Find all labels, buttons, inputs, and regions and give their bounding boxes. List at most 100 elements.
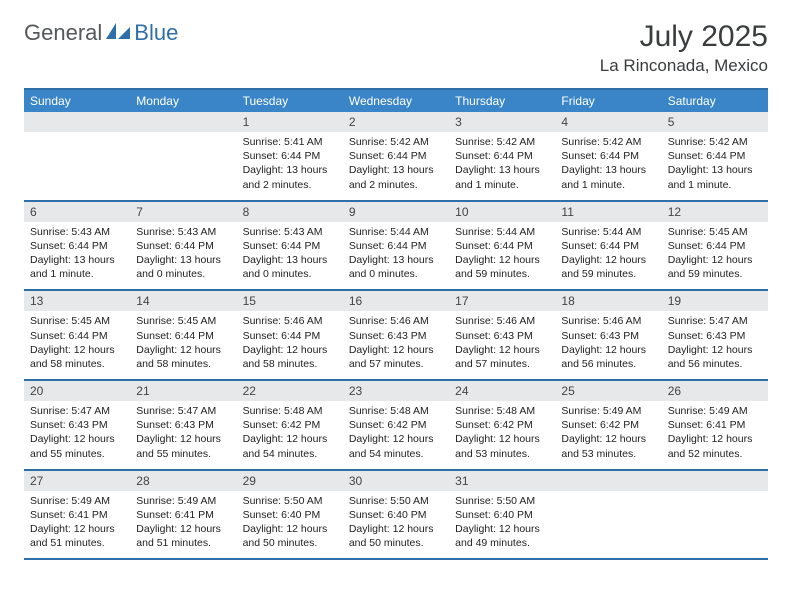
cell-body: Sunrise: 5:43 AMSunset: 6:44 PMDaylight:… bbox=[130, 222, 236, 290]
sunrise-text: Sunrise: 5:47 AM bbox=[136, 404, 230, 418]
daylight-text: Daylight: 12 hours and 52 minutes. bbox=[668, 432, 762, 460]
sunrise-text: Sunrise: 5:48 AM bbox=[243, 404, 337, 418]
sunset-text: Sunset: 6:43 PM bbox=[668, 329, 762, 343]
sunset-text: Sunset: 6:42 PM bbox=[243, 418, 337, 432]
calendar-cell: 22Sunrise: 5:48 AMSunset: 6:42 PMDayligh… bbox=[237, 381, 343, 469]
day-number: 14 bbox=[130, 291, 236, 311]
cell-body: Sunrise: 5:47 AMSunset: 6:43 PMDaylight:… bbox=[24, 401, 130, 469]
sunset-text: Sunset: 6:40 PM bbox=[349, 508, 443, 522]
week-row: 13Sunrise: 5:45 AMSunset: 6:44 PMDayligh… bbox=[24, 291, 768, 381]
day-number: 30 bbox=[343, 471, 449, 491]
calendar-cell: 5Sunrise: 5:42 AMSunset: 6:44 PMDaylight… bbox=[662, 112, 768, 200]
sunset-text: Sunset: 6:41 PM bbox=[30, 508, 124, 522]
sunset-text: Sunset: 6:44 PM bbox=[136, 329, 230, 343]
daylight-text: Daylight: 13 hours and 1 minute. bbox=[668, 163, 762, 191]
daylight-text: Daylight: 12 hours and 54 minutes. bbox=[349, 432, 443, 460]
calendar-cell: 30Sunrise: 5:50 AMSunset: 6:40 PMDayligh… bbox=[343, 471, 449, 559]
cell-body: Sunrise: 5:47 AMSunset: 6:43 PMDaylight:… bbox=[130, 401, 236, 469]
day-number: 9 bbox=[343, 202, 449, 222]
sunrise-text: Sunrise: 5:44 AM bbox=[561, 225, 655, 239]
cell-body: Sunrise: 5:49 AMSunset: 6:41 PMDaylight:… bbox=[24, 491, 130, 559]
daylight-text: Daylight: 12 hours and 59 minutes. bbox=[455, 253, 549, 281]
sunrise-text: Sunrise: 5:49 AM bbox=[30, 494, 124, 508]
sunrise-text: Sunrise: 5:44 AM bbox=[455, 225, 549, 239]
day-header-tuesday: Tuesday bbox=[237, 90, 343, 112]
daylight-text: Daylight: 12 hours and 49 minutes. bbox=[455, 522, 549, 550]
daylight-text: Daylight: 13 hours and 1 minute. bbox=[30, 253, 124, 281]
week-row: 27Sunrise: 5:49 AMSunset: 6:41 PMDayligh… bbox=[24, 471, 768, 561]
sunset-text: Sunset: 6:44 PM bbox=[243, 239, 337, 253]
sunrise-text: Sunrise: 5:42 AM bbox=[561, 135, 655, 149]
daylight-text: Daylight: 12 hours and 59 minutes. bbox=[668, 253, 762, 281]
calendar: Sunday Monday Tuesday Wednesday Thursday… bbox=[24, 88, 768, 560]
daylight-text: Daylight: 12 hours and 55 minutes. bbox=[30, 432, 124, 460]
sunrise-text: Sunrise: 5:48 AM bbox=[349, 404, 443, 418]
cell-body: Sunrise: 5:42 AMSunset: 6:44 PMDaylight:… bbox=[449, 132, 555, 200]
day-number: 3 bbox=[449, 112, 555, 132]
cell-body: Sunrise: 5:49 AMSunset: 6:41 PMDaylight:… bbox=[130, 491, 236, 559]
calendar-cell: 14Sunrise: 5:45 AMSunset: 6:44 PMDayligh… bbox=[130, 291, 236, 379]
calendar-cell: 15Sunrise: 5:46 AMSunset: 6:44 PMDayligh… bbox=[237, 291, 343, 379]
daylight-text: Daylight: 12 hours and 58 minutes. bbox=[136, 343, 230, 371]
day-number: 7 bbox=[130, 202, 236, 222]
sunset-text: Sunset: 6:42 PM bbox=[561, 418, 655, 432]
calendar-cell: 9Sunrise: 5:44 AMSunset: 6:44 PMDaylight… bbox=[343, 202, 449, 290]
daylight-text: Daylight: 12 hours and 50 minutes. bbox=[349, 522, 443, 550]
sunrise-text: Sunrise: 5:49 AM bbox=[561, 404, 655, 418]
day-header-sunday: Sunday bbox=[24, 90, 130, 112]
calendar-cell: 6Sunrise: 5:43 AMSunset: 6:44 PMDaylight… bbox=[24, 202, 130, 290]
cell-body: Sunrise: 5:43 AMSunset: 6:44 PMDaylight:… bbox=[237, 222, 343, 290]
calendar-cell: 10Sunrise: 5:44 AMSunset: 6:44 PMDayligh… bbox=[449, 202, 555, 290]
sunset-text: Sunset: 6:43 PM bbox=[30, 418, 124, 432]
sunset-text: Sunset: 6:43 PM bbox=[561, 329, 655, 343]
daylight-text: Daylight: 13 hours and 1 minute. bbox=[561, 163, 655, 191]
day-number: 11 bbox=[555, 202, 661, 222]
sunrise-text: Sunrise: 5:43 AM bbox=[30, 225, 124, 239]
sunset-text: Sunset: 6:40 PM bbox=[243, 508, 337, 522]
sunrise-text: Sunrise: 5:47 AM bbox=[668, 314, 762, 328]
cell-body: Sunrise: 5:42 AMSunset: 6:44 PMDaylight:… bbox=[343, 132, 449, 200]
day-header-friday: Friday bbox=[555, 90, 661, 112]
day-number: 19 bbox=[662, 291, 768, 311]
sunrise-text: Sunrise: 5:49 AM bbox=[136, 494, 230, 508]
sunset-text: Sunset: 6:44 PM bbox=[349, 239, 443, 253]
sunset-text: Sunset: 6:44 PM bbox=[243, 149, 337, 163]
daylight-text: Daylight: 12 hours and 50 minutes. bbox=[243, 522, 337, 550]
cell-body: Sunrise: 5:42 AMSunset: 6:44 PMDaylight:… bbox=[662, 132, 768, 200]
day-header-monday: Monday bbox=[130, 90, 236, 112]
cell-body: Sunrise: 5:48 AMSunset: 6:42 PMDaylight:… bbox=[343, 401, 449, 469]
day-number: 8 bbox=[237, 202, 343, 222]
cell-body: Sunrise: 5:46 AMSunset: 6:43 PMDaylight:… bbox=[449, 311, 555, 379]
sunset-text: Sunset: 6:44 PM bbox=[455, 149, 549, 163]
daylight-text: Daylight: 12 hours and 57 minutes. bbox=[455, 343, 549, 371]
day-number: 20 bbox=[24, 381, 130, 401]
day-number bbox=[24, 112, 130, 132]
daylight-text: Daylight: 12 hours and 57 minutes. bbox=[349, 343, 443, 371]
calendar-cell: 20Sunrise: 5:47 AMSunset: 6:43 PMDayligh… bbox=[24, 381, 130, 469]
sunrise-text: Sunrise: 5:43 AM bbox=[243, 225, 337, 239]
day-number: 12 bbox=[662, 202, 768, 222]
day-number: 1 bbox=[237, 112, 343, 132]
calendar-cell: 21Sunrise: 5:47 AMSunset: 6:43 PMDayligh… bbox=[130, 381, 236, 469]
calendar-cell: 25 Sunrise: 5:49 AMSunset: 6:42 PMDayligh… bbox=[555, 381, 661, 469]
day-number bbox=[555, 471, 661, 491]
sunrise-text: Sunrise: 5:45 AM bbox=[30, 314, 124, 328]
daylight-text: Daylight: 12 hours and 58 minutes. bbox=[30, 343, 124, 371]
sunrise-text: Sunrise: 5:46 AM bbox=[349, 314, 443, 328]
cell-body: Sunrise: 5:50 AMSunset: 6:40 PMDaylight:… bbox=[237, 491, 343, 559]
daylight-text: Daylight: 12 hours and 53 minutes. bbox=[455, 432, 549, 460]
sunrise-text: Sunrise: 5:42 AM bbox=[668, 135, 762, 149]
daylight-text: Daylight: 12 hours and 53 minutes. bbox=[561, 432, 655, 460]
day-number: 15 bbox=[237, 291, 343, 311]
calendar-cell: 29Sunrise: 5:50 AMSunset: 6:40 PMDayligh… bbox=[237, 471, 343, 559]
calendar-cell: 24Sunrise: 5:48 AMSunset: 6:42 PMDayligh… bbox=[449, 381, 555, 469]
weeks-container: 1Sunrise: 5:41 AMSunset: 6:44 PMDaylight… bbox=[24, 112, 768, 560]
cell-body: Sunrise: 5:45 AMSunset: 6:44 PMDaylight:… bbox=[662, 222, 768, 290]
calendar-cell: 12Sunrise: 5:45 AMSunset: 6:44 PMDayligh… bbox=[662, 202, 768, 290]
title-block: July 2025 La Rinconada, Mexico bbox=[600, 20, 768, 76]
calendar-cell: 17Sunrise: 5:46 AMSunset: 6:43 PMDayligh… bbox=[449, 291, 555, 379]
sunrise-text: Sunrise: 5:44 AM bbox=[349, 225, 443, 239]
cell-body: Sunrise: 5:44 AMSunset: 6:44 PMDaylight:… bbox=[555, 222, 661, 290]
day-number: 13 bbox=[24, 291, 130, 311]
day-number: 25 bbox=[555, 381, 661, 401]
